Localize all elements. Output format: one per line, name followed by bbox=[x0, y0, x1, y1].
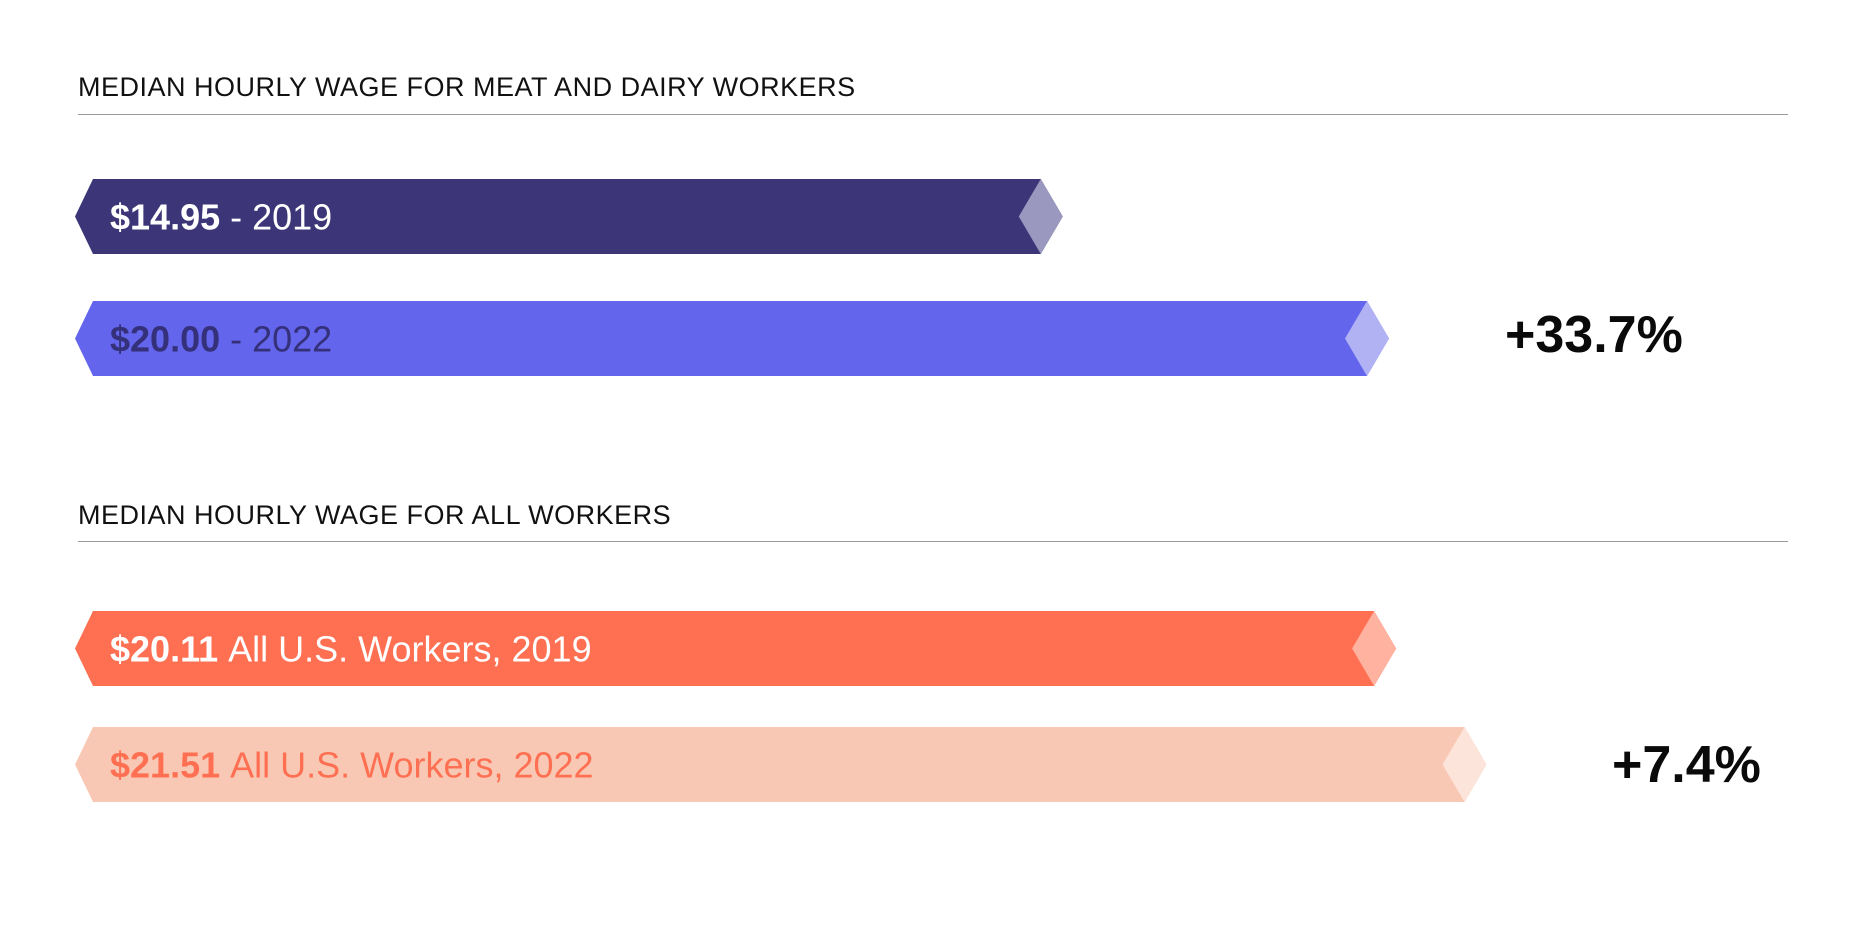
bar-area: $20.11 All U.S. Workers, 2019$21.51 All U.… bbox=[75, 611, 1761, 802]
bar-tip bbox=[1018, 179, 1063, 254]
bar-label: $20.00- 2022 bbox=[110, 319, 332, 360]
bar-category-label: All U.S. Workers, 2022 bbox=[230, 745, 593, 786]
bar-category-label: - 2022 bbox=[230, 319, 332, 360]
chart-title: MEDIAN HOURLY WAGE FOR MEAT AND DAIRY WO… bbox=[78, 72, 856, 102]
bar-tip bbox=[1352, 611, 1397, 686]
title-divider bbox=[78, 114, 1788, 115]
bar-area: $14.95- 2019 $20.00- 2022 +33.7% bbox=[75, 179, 1683, 376]
percent-change-label: +7.4% bbox=[1612, 736, 1761, 794]
bar-category-label: All U.S. Workers, 2019 bbox=[228, 629, 591, 670]
bar bbox=[75, 611, 1397, 686]
bar-label: $21.51 All U.S. Workers, 2022 bbox=[110, 745, 594, 786]
all-workers-chart: MEDIAN HOURLY WAGE FOR ALL WORKERS $20.1… bbox=[0, 430, 1857, 890]
chart-title: MEDIAN HOURLY WAGE FOR ALL WORKERS bbox=[78, 500, 672, 530]
bar-value-label: $20.00 bbox=[110, 319, 220, 360]
bar bbox=[75, 301, 1389, 376]
bar-category-label: - 2019 bbox=[230, 197, 332, 238]
bar-value-label: $21.51 bbox=[110, 745, 220, 786]
bar bbox=[75, 179, 1063, 254]
bar bbox=[75, 727, 1487, 802]
percent-change-label: +33.7% bbox=[1505, 306, 1683, 364]
bar-label: $14.95- 2019 bbox=[110, 197, 332, 238]
meat-dairy-chart: MEDIAN HOURLY WAGE FOR MEAT AND DAIRY WO… bbox=[0, 0, 1857, 460]
bar-value-label: $14.95 bbox=[110, 197, 220, 238]
bar-label: $20.11 All U.S. Workers, 2019 bbox=[110, 629, 592, 670]
title-divider bbox=[78, 541, 1788, 542]
bar-tip bbox=[1442, 727, 1487, 802]
bar-tip bbox=[1345, 301, 1389, 376]
bar-value-label: $20.11 bbox=[110, 629, 218, 670]
